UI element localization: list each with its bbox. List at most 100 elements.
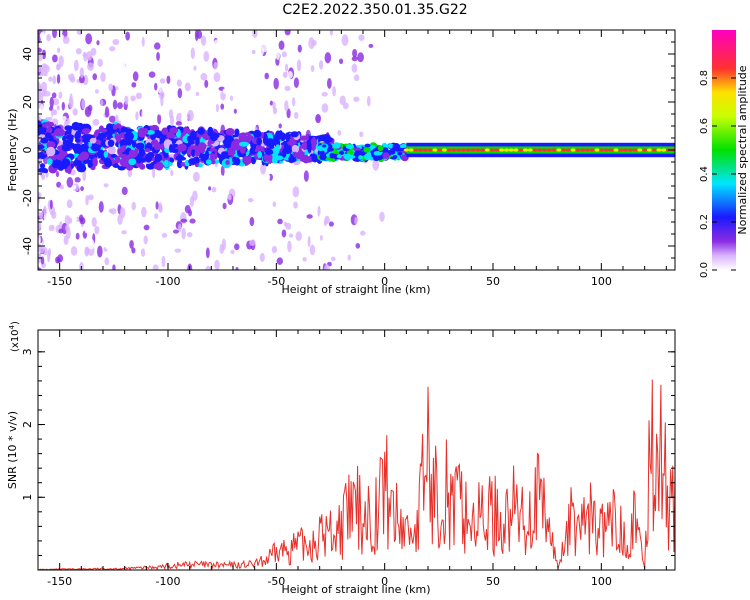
spectral-blob	[87, 238, 95, 250]
chart-title: C2E2.2022.350.01.35.G22	[282, 2, 468, 18]
x-tick-label: 0	[381, 275, 388, 288]
spectral-blob	[81, 98, 86, 110]
spectral-blob	[263, 153, 273, 162]
spectral-blob	[146, 69, 150, 81]
colorbar-tick-label: 0.2	[699, 214, 710, 230]
spectral-blob	[353, 96, 360, 102]
spectral-blob	[161, 69, 169, 78]
ridge-peak	[489, 148, 495, 152]
colorbar-tick-label: 0.6	[699, 118, 710, 134]
spectral-blob	[74, 177, 81, 183]
spectral-blob	[213, 72, 221, 83]
ridge-peak	[522, 148, 529, 152]
snr-y-label: SNR (10 * v/v)	[6, 411, 19, 489]
spectral-blob	[287, 70, 293, 79]
spectral-blob	[200, 156, 207, 162]
spectral-blob	[52, 30, 57, 39]
spectral-blob	[38, 144, 45, 150]
spectral-blob	[72, 108, 78, 116]
snr-y-ticks: 1 2 3	[21, 348, 675, 556]
spectral-blob	[157, 113, 162, 125]
spectral-blob	[127, 168, 133, 178]
spectral-blob	[306, 214, 313, 219]
spectral-blob	[191, 149, 196, 158]
spectral-blob	[38, 210, 44, 219]
spectral-blob	[125, 31, 131, 41]
spectral-blob	[152, 264, 159, 270]
ridge-peak	[580, 148, 586, 152]
spectral-blob	[245, 68, 250, 74]
spectral-blob	[75, 160, 83, 167]
spectral-blob	[214, 259, 220, 270]
spectral-blob	[58, 228, 64, 234]
spectral-blob	[373, 150, 381, 156]
y-tick-label: 2	[21, 421, 34, 428]
y-tick-label: 0	[21, 147, 34, 154]
ridge-peak	[642, 148, 648, 152]
spectral-blob	[359, 131, 364, 138]
spectral-blob	[186, 135, 191, 142]
spectral-blob	[187, 109, 194, 122]
spectral-blob	[106, 123, 114, 131]
spectral-blob	[150, 243, 156, 253]
spectral-blob	[87, 194, 94, 201]
colorbar-gradient	[712, 30, 736, 270]
ridge-peak	[427, 148, 433, 152]
spectral-blob	[126, 80, 131, 88]
spectral-blob	[104, 54, 108, 65]
spectral-blob	[379, 211, 385, 222]
spectral-blob	[352, 48, 358, 58]
spectral-blob	[179, 31, 183, 38]
ridge-peak	[541, 148, 548, 152]
spectral-blob	[293, 77, 299, 89]
spectral-blob	[372, 154, 380, 162]
spectral-blob	[110, 153, 117, 159]
spectral-blob	[98, 128, 108, 133]
spectral-blob	[128, 195, 133, 207]
spectral-blob	[104, 30, 110, 35]
spectral-blob	[208, 221, 213, 226]
spectral-blob	[124, 131, 134, 142]
spectral-blob	[354, 74, 360, 82]
spectral-blob	[52, 75, 57, 85]
y-tick-label: -20	[21, 189, 34, 207]
spectral-blob	[264, 72, 270, 80]
snr-panel: -150 -100 -50 0 50 100 1 2 3 Height of straight…	[6, 321, 676, 596]
ridge-peak	[661, 148, 667, 152]
spectral-blob	[253, 129, 262, 138]
spectral-blob	[104, 257, 110, 266]
x-tick-label: -100	[156, 275, 181, 288]
spectral-blob	[256, 137, 263, 146]
spectral-blob	[131, 247, 136, 254]
spectral-blob	[94, 89, 99, 94]
spectral-blob	[56, 64, 61, 70]
ridge-peak	[465, 148, 471, 152]
spectral-blob	[100, 72, 106, 83]
spectral-blob	[40, 70, 47, 76]
spectral-blob	[105, 213, 109, 218]
spectral-blob	[345, 153, 352, 161]
spectral-blob	[152, 167, 156, 179]
spectral-blob	[213, 62, 218, 70]
spectral-blob	[310, 65, 315, 72]
spectral-blob	[104, 159, 113, 168]
spectral-blob	[40, 195, 47, 203]
ridge-peak	[656, 148, 662, 152]
spectral-blob	[190, 165, 196, 174]
spectral-blob	[100, 99, 104, 106]
spectral-blob	[209, 147, 217, 153]
spectral-blob	[143, 128, 149, 135]
spectral-blob	[193, 225, 199, 231]
snr-series-line	[38, 379, 675, 570]
spectral-blob	[189, 218, 196, 224]
spectral-blob	[382, 152, 390, 159]
spectral-blob	[143, 224, 150, 231]
spectral-blob	[38, 267, 42, 270]
spectral-blob	[282, 147, 287, 158]
spectral-blob	[286, 208, 293, 215]
spectral-blob	[338, 252, 343, 260]
spectrogram-heatmap	[38, 30, 675, 270]
spectral-blob	[73, 59, 79, 72]
spectral-blob	[84, 96, 92, 103]
spectral-blob	[48, 76, 53, 82]
